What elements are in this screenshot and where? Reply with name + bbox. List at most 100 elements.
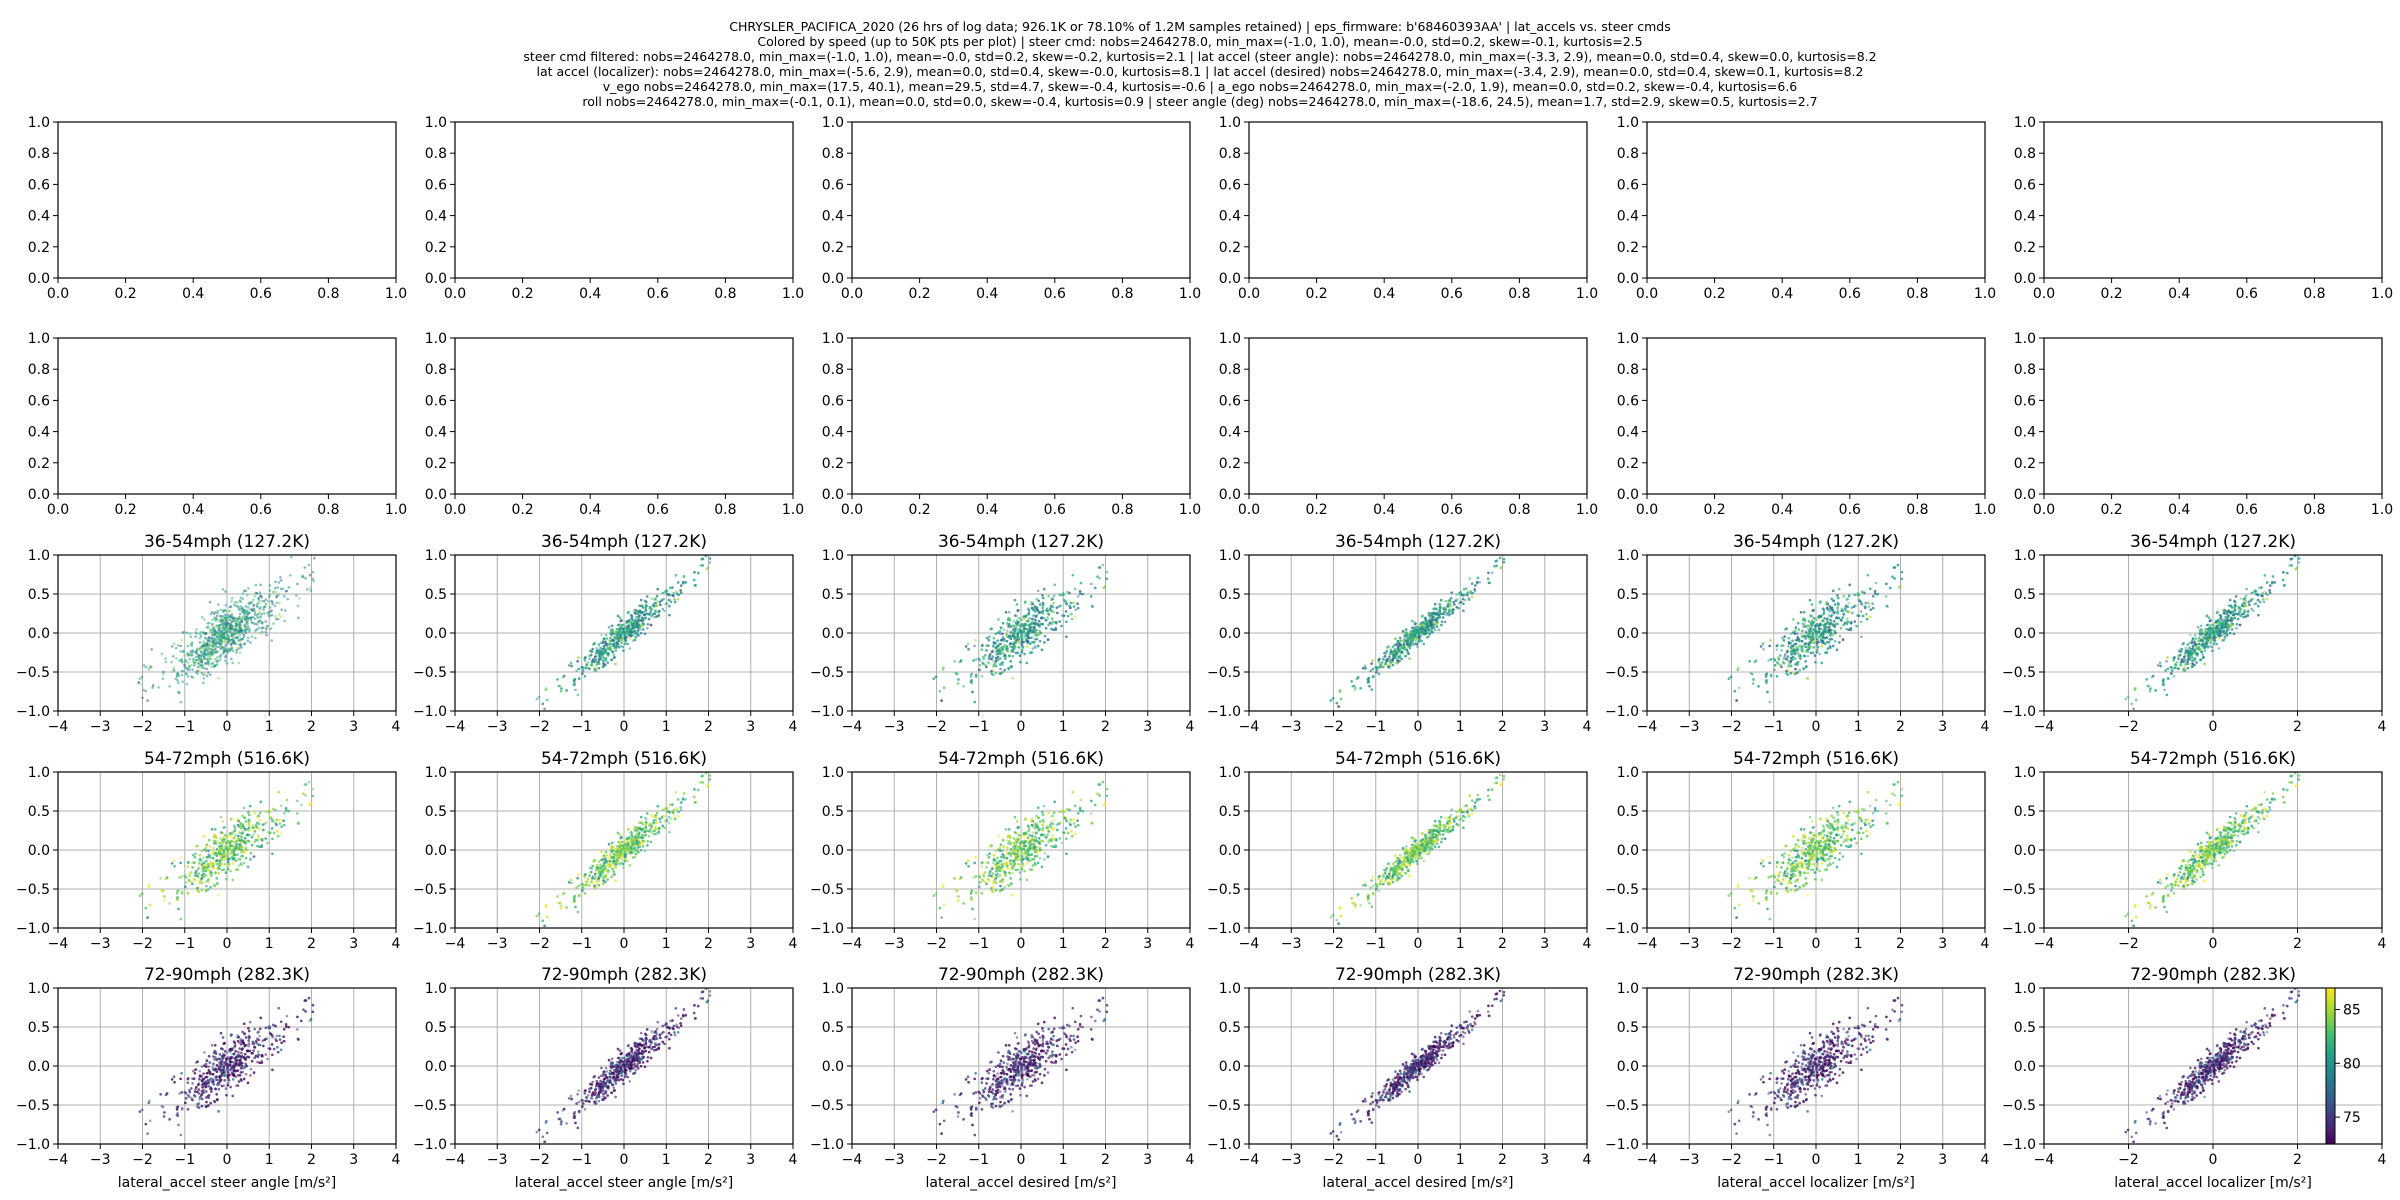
scatter-point — [1414, 632, 1417, 636]
scatter-point — [1736, 668, 1740, 672]
scatter-point — [1808, 632, 1812, 635]
scatter-point — [1850, 606, 1854, 609]
scatter-point — [1404, 631, 1407, 634]
scatter-point — [1864, 601, 1868, 605]
scatter-point — [1420, 639, 1423, 643]
scatter-point — [590, 650, 594, 653]
scatter-point — [1050, 598, 1053, 601]
scatter-point — [1422, 634, 1426, 638]
scatter-point — [211, 645, 215, 648]
y-tick-label: 0.8 — [1219, 146, 1241, 162]
scatter-point — [560, 687, 563, 690]
scatter-point — [1823, 636, 1826, 640]
scatter-point — [151, 686, 154, 689]
scatter-point — [183, 664, 186, 668]
x-tick-label: 0.0 — [841, 286, 863, 302]
scatter-point — [577, 677, 581, 681]
scatter-point — [633, 609, 636, 613]
y-tick-label: 0.0 — [822, 487, 844, 503]
scatter-point — [992, 664, 995, 668]
scatter-point — [230, 596, 234, 600]
scatter-point — [247, 601, 251, 605]
scatter-point — [190, 644, 194, 648]
scatter-point — [977, 657, 981, 661]
scatter-point — [232, 640, 236, 643]
scatter-point — [217, 624, 220, 628]
scatter-point — [1414, 622, 1417, 625]
y-tick-label: −0.5 — [810, 665, 844, 681]
scatter-point — [998, 632, 1002, 635]
scatter-point — [649, 608, 653, 611]
scatter-point — [967, 647, 970, 651]
y-tick-label: 1.0 — [2014, 115, 2036, 131]
scatter-point — [1775, 644, 1779, 648]
scatter-point — [252, 607, 256, 611]
scatter-point — [1400, 650, 1404, 654]
scatter-point — [1498, 556, 1502, 560]
scatter-point — [202, 631, 206, 634]
scatter-point — [1436, 617, 1439, 621]
scatter-point — [620, 641, 623, 644]
scatter-point — [201, 646, 205, 650]
scatter-point — [1789, 632, 1793, 636]
scatter-point — [142, 688, 145, 692]
x-tick-label: 0 — [620, 719, 629, 735]
scatter-point — [1370, 662, 1373, 665]
scatter-point — [1812, 646, 1815, 649]
y-tick-label: 0.0 — [425, 626, 447, 642]
scatter-point — [1427, 619, 1431, 622]
scatter-point — [970, 681, 974, 685]
scatter-point — [1392, 651, 1396, 655]
scatter-point — [223, 628, 226, 631]
scatter-point — [1777, 657, 1781, 661]
x-tick-label: −4 — [842, 719, 863, 735]
x-tick-label: 2 — [1498, 719, 1507, 735]
scatter-point — [1438, 609, 1442, 613]
scatter-point — [1837, 602, 1840, 606]
scatter-point — [626, 642, 629, 646]
scatter-point — [1841, 616, 1844, 619]
scatter-point — [1794, 667, 1797, 671]
scatter-point — [676, 597, 680, 601]
scatter-point — [1030, 617, 1034, 621]
scatter-point — [1017, 621, 1020, 624]
scatter-point — [619, 638, 623, 642]
scatter-point — [1865, 617, 1869, 621]
scatter-point — [1074, 608, 1077, 611]
scatter-point — [270, 609, 273, 612]
x-tick-label: 0.4 — [1373, 286, 1395, 302]
scatter-point — [170, 645, 174, 648]
scatter-point — [998, 657, 1002, 660]
scatter-point — [1026, 628, 1030, 631]
scatter-point — [218, 630, 222, 633]
scatter-point — [1396, 659, 1399, 662]
scatter-point — [619, 644, 623, 648]
scatter-point — [1795, 661, 1799, 665]
scatter-point — [597, 666, 601, 670]
scatter-point — [1832, 619, 1836, 623]
scatter-point — [535, 697, 539, 701]
scatter-point — [1766, 690, 1769, 694]
scatter-point — [1838, 634, 1842, 638]
scatter-point — [624, 639, 628, 642]
scatter-point — [1381, 665, 1384, 669]
scatter-point — [618, 636, 622, 639]
scatter-point — [682, 575, 686, 578]
scatter-point — [1769, 658, 1773, 661]
scatter-point — [225, 662, 229, 665]
scatter-point — [182, 650, 185, 654]
scatter-point — [1790, 658, 1794, 661]
x-tick-label: 0.8 — [1906, 502, 1928, 518]
y-tick-label: 0.4 — [2014, 209, 2036, 225]
scatter-point — [617, 630, 621, 634]
scatter-point — [230, 600, 233, 603]
scatter-point — [618, 616, 622, 619]
y-tick-label: 0.0 — [28, 626, 50, 642]
scatter-point — [1815, 635, 1818, 639]
scatter-point — [275, 601, 279, 605]
scatter-point — [620, 630, 623, 634]
scatter-point — [1836, 609, 1840, 613]
scatter-point — [1371, 659, 1374, 662]
y-tick-label: 0.8 — [425, 362, 447, 378]
scatter-point — [257, 599, 261, 603]
